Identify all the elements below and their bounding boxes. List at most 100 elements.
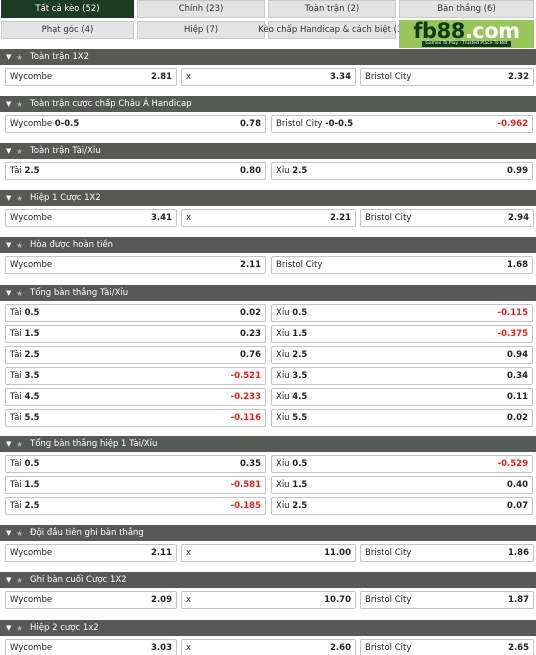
odds-value: 0.02 [240, 308, 261, 318]
odds-cell[interactable]: x 11.00 [181, 544, 356, 562]
star-icon[interactable]: ★ [16, 528, 24, 538]
star-icon[interactable]: ★ [16, 52, 24, 62]
odds-cell[interactable]: Xỉu 5.5 0.02 [271, 409, 533, 427]
market-header[interactable]: ▼ ★ Toàn trận 1X2 [0, 49, 536, 65]
odds-cell[interactable]: Bristol City 1.87 [360, 591, 534, 609]
line-value: 2.5 [24, 350, 40, 360]
selection-name: Tài [10, 371, 22, 381]
star-icon[interactable]: ★ [16, 193, 24, 203]
odds-cell[interactable]: Tài 2.5 0.76 [5, 346, 266, 364]
odds-cell[interactable]: Tài 0.5 0.35 [5, 455, 266, 473]
star-icon[interactable]: ★ [16, 146, 24, 156]
selection-label: Bristol City [365, 643, 411, 653]
odds-cell[interactable]: Tài 2.5 0.80 [5, 162, 266, 180]
star-icon[interactable]: ★ [16, 623, 24, 633]
market-header[interactable]: ▼ ★ Toàn trận cược chấp Châu Á Handicap [0, 96, 536, 112]
market-header[interactable]: ▼ ★ Toàn trận Tài/Xỉu [0, 143, 536, 159]
selection-label: Wycombe 0-0.5 [10, 119, 79, 129]
market-header[interactable]: ▼ ★ Tổng bàn thắng Tài/Xỉu [0, 285, 536, 301]
odds-cell[interactable]: Tài 3.5 -0.521 [5, 367, 266, 385]
odds-value: -0.521 [230, 371, 261, 381]
odds-cell[interactable]: x 2.60 [181, 639, 356, 655]
odds-cell[interactable]: Wycombe 0-0.5 0.78 [5, 115, 266, 133]
odds-cell[interactable]: x 2.21 [181, 209, 356, 227]
selection-name: Bristol City [276, 260, 323, 270]
chevron-down-icon[interactable]: ▼ [6, 289, 12, 297]
tab-handicap[interactable]: Kèo chấp Handicap & cách biệt (1) [258, 21, 406, 39]
chevron-down-icon[interactable]: ▼ [6, 53, 12, 61]
odds-cell[interactable]: Wycombe 3.41 [5, 209, 177, 227]
odds-cell[interactable]: Bristol City -0-0.5 -0.962 [271, 115, 533, 133]
selection-name: Wycombe [10, 213, 53, 223]
market-header[interactable]: ▼ ★ Hiệp 1 Cược 1X2 [0, 190, 536, 206]
selection-label: Wycombe [10, 213, 52, 223]
chevron-down-icon[interactable]: ▼ [6, 194, 12, 202]
odds-value: 11.00 [324, 548, 351, 558]
odds-value: 1.86 [508, 548, 529, 558]
odds-value: 3.03 [151, 643, 172, 653]
odds-cell[interactable]: Bristol City 1.68 [271, 256, 533, 274]
odds-cell[interactable]: Tài 0.5 0.02 [5, 304, 266, 322]
odds-cell[interactable]: Wycombe 2.11 [5, 256, 266, 274]
odds-cell[interactable]: Xỉu 2.5 0.07 [271, 497, 533, 515]
tab-full-time[interactable]: Toàn trận (2) [268, 0, 396, 18]
chevron-down-icon[interactable]: ▼ [6, 624, 12, 632]
market-title: Tổng bàn thắng hiệp 1 Tài/Xỉu [30, 439, 158, 449]
odds-cell[interactable]: Bristol City 2.94 [360, 209, 534, 227]
odds-cell[interactable]: Bristol City 2.32 [360, 68, 534, 86]
chevron-down-icon[interactable]: ▼ [6, 147, 12, 155]
odds-cell[interactable]: Xỉu 0.5 -0.529 [271, 455, 533, 473]
odds-cell[interactable]: Xỉu 2.5 0.94 [271, 346, 533, 364]
selection-label: Tài 2.5 [10, 350, 40, 360]
market-header[interactable]: ▼ ★ Tổng bàn thắng hiệp 1 Tài/Xỉu [0, 436, 536, 452]
odds-value: 2.94 [508, 213, 529, 223]
odds-cell[interactable]: x 10.70 [181, 591, 356, 609]
odds-cell[interactable]: Xỉu 1.5 -0.375 [271, 325, 533, 343]
selection-name: Tài [10, 480, 22, 490]
star-icon[interactable]: ★ [16, 99, 24, 109]
star-icon[interactable]: ★ [16, 288, 24, 298]
tab-halves[interactable]: Hiệp (7) [137, 21, 265, 39]
market-header[interactable]: ▼ ★ Ghi bàn cuối Cược 1X2 [0, 572, 536, 588]
odds-cell[interactable]: Tài 1.5 0.23 [5, 325, 266, 343]
odds-value: 0.35 [240, 459, 261, 469]
odds-cell[interactable]: Tài 5.5 -0.116 [5, 409, 266, 427]
selection-label: Xỉu 2.5 [276, 350, 307, 360]
line-value: 3.5 [24, 371, 40, 381]
odds-cell[interactable]: Xỉu 1.5 0.40 [271, 476, 533, 494]
odds-cell[interactable]: x 3.34 [181, 68, 356, 86]
odds-cell[interactable]: Bristol City 2.65 [360, 639, 534, 655]
tab-all-markets[interactable]: Tất cả kèo (52) [1, 0, 134, 18]
line-value: 2.5 [292, 166, 308, 176]
tab-goals[interactable]: Bàn thắng (6) [399, 0, 534, 18]
tab-corners[interactable]: Phạt góc (4) [1, 21, 134, 39]
market-header[interactable]: ▼ ★ Đội đầu tiên ghi bàn thắng [0, 525, 536, 541]
odds-cell[interactable]: Wycombe 2.11 [5, 544, 177, 562]
chevron-down-icon[interactable]: ▼ [6, 576, 12, 584]
star-icon[interactable]: ★ [16, 575, 24, 585]
star-icon[interactable]: ★ [16, 240, 24, 250]
fb88-logo[interactable]: fb88.com Games To Play · Trusted Place T… [399, 20, 534, 48]
market-header[interactable]: ▼ ★ Hòa được hoàn tiền [0, 237, 536, 253]
odds-cell[interactable]: Xỉu 4.5 0.11 [271, 388, 533, 406]
odds-cell[interactable]: Xỉu 3.5 0.34 [271, 367, 533, 385]
star-icon[interactable]: ★ [16, 439, 24, 449]
odds-cell[interactable]: Wycombe 3.03 [5, 639, 177, 655]
odds-cell[interactable]: Xỉu 0.5 -0.115 [271, 304, 533, 322]
odds-cell[interactable]: Wycombe 2.09 [5, 591, 177, 609]
odds-cell[interactable]: Xỉu 2.5 0.99 [271, 162, 533, 180]
selection-name: Xỉu [276, 501, 290, 511]
odds-cell[interactable]: Bristol City 1.86 [360, 544, 534, 562]
chevron-down-icon[interactable]: ▼ [6, 440, 12, 448]
odds-cell[interactable]: Wycombe 2.81 [5, 68, 177, 86]
selection-label: Xỉu 0.5 [276, 459, 307, 469]
tab-main[interactable]: Chính (23) [137, 0, 265, 18]
chevron-down-icon[interactable]: ▼ [6, 241, 12, 249]
odds-cell[interactable]: Tài 2.5 -0.185 [5, 497, 266, 515]
line-value: 0.5 [24, 308, 40, 318]
market-header[interactable]: ▼ ★ Hiệp 2 cược 1x2 [0, 620, 536, 636]
chevron-down-icon[interactable]: ▼ [6, 100, 12, 108]
odds-cell[interactable]: Tài 1.5 -0.581 [5, 476, 266, 494]
chevron-down-icon[interactable]: ▼ [6, 529, 12, 537]
odds-cell[interactable]: Tài 4.5 -0.233 [5, 388, 266, 406]
